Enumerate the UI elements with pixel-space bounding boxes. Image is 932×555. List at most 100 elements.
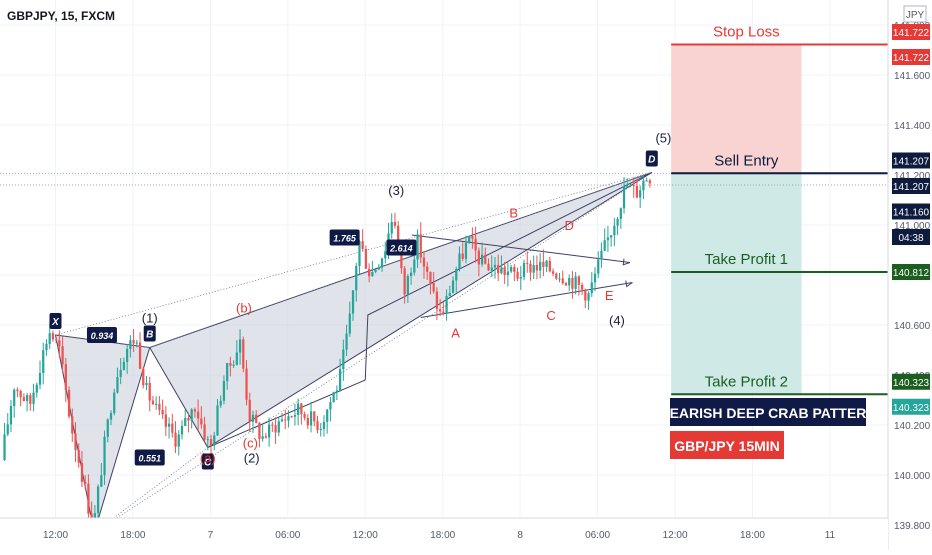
candle-body — [361, 241, 364, 249]
price-badge-text: 141.207 — [893, 182, 930, 193]
candle-body — [126, 348, 129, 362]
candle-body — [55, 339, 58, 341]
wave-label: A — [451, 326, 460, 341]
wave-label: (2) — [244, 451, 260, 466]
candle-body — [177, 434, 180, 447]
price-badge — [892, 24, 930, 40]
candle-body — [306, 418, 309, 426]
price-badge-text: 141.207 — [893, 157, 930, 168]
candle-body — [474, 238, 477, 251]
ratio-label: 2.614 — [389, 244, 413, 254]
candle-body — [590, 282, 593, 294]
candle-body — [329, 402, 332, 410]
candle-body — [148, 382, 151, 401]
candle-body — [267, 424, 271, 438]
candle-body — [280, 419, 284, 422]
candle-body — [577, 276, 581, 285]
candle-body — [235, 352, 238, 365]
wave-label: B — [509, 206, 518, 221]
candle-body — [326, 409, 329, 422]
currency-box — [903, 5, 927, 23]
candle-body — [519, 277, 522, 279]
candle-body — [603, 240, 606, 251]
candle-body — [290, 416, 293, 418]
candle-body — [493, 265, 497, 268]
candle-body — [100, 475, 103, 487]
candle-body — [613, 225, 616, 236]
candle-body — [490, 267, 493, 271]
candle-body — [587, 293, 590, 301]
candle-body — [438, 309, 442, 312]
candle-body — [42, 350, 45, 374]
stop-loss-label: Stop Loss — [713, 24, 780, 41]
candle-body — [122, 361, 126, 370]
candle-body — [255, 414, 258, 423]
ratio-label: 1.765 — [333, 234, 357, 244]
candle-body — [61, 346, 64, 365]
candle-body — [555, 273, 558, 279]
candle-body — [158, 403, 161, 411]
harmonic-pattern — [54, 172, 653, 533]
candle-body — [461, 253, 464, 259]
price-badge — [892, 229, 930, 245]
channel-lower-line — [207, 379, 366, 448]
candle-body — [458, 253, 461, 270]
price-badge-text: 04:38 — [898, 233, 923, 244]
candle-body — [16, 389, 19, 391]
reward-zone — [671, 173, 802, 395]
candle-body — [513, 267, 516, 272]
candle-body — [77, 450, 80, 463]
candle-body — [248, 399, 251, 422]
candle-body — [351, 290, 355, 314]
wave-label: (b) — [236, 301, 252, 316]
candle-body — [506, 271, 510, 276]
candle-body — [142, 368, 145, 386]
time-tick-label: 8 — [517, 530, 523, 541]
candle-body — [245, 368, 248, 400]
time-tick-label: 7 — [208, 530, 214, 541]
time-tick-label: 06:00 — [275, 530, 300, 541]
candle-body — [397, 225, 400, 247]
candle-body — [542, 261, 545, 267]
wave-label: (3) — [388, 183, 404, 198]
candle-body — [187, 417, 190, 421]
candle-body — [190, 409, 193, 421]
candle-body — [348, 313, 351, 334]
candle-body — [616, 218, 619, 226]
candle-body — [390, 221, 393, 234]
price-badge-text: 141.722 — [893, 28, 930, 39]
candle-body — [409, 272, 413, 276]
candle-body — [174, 432, 177, 447]
candle-body — [393, 221, 397, 226]
banner-pair-bg — [670, 431, 784, 459]
candle-body — [497, 265, 500, 274]
candle-body — [503, 267, 506, 276]
candle-body — [593, 273, 597, 283]
take-profit-2-label: Take Profit 2 — [705, 373, 788, 390]
candle-body — [13, 389, 16, 407]
candle-body — [300, 403, 303, 415]
candle-body — [271, 424, 274, 426]
candle-body — [632, 185, 635, 187]
price-tick-label: 140.000 — [894, 471, 931, 482]
pattern-ratio-line — [55, 334, 150, 348]
candle-body — [96, 486, 100, 514]
price-tick-label: 140.600 — [894, 321, 931, 332]
candle-body — [64, 364, 67, 391]
candle-body — [151, 400, 155, 405]
candle-body — [113, 392, 116, 414]
candle-body — [355, 265, 358, 291]
candle-body — [429, 271, 432, 284]
candle-body — [274, 425, 277, 433]
candle-body — [545, 260, 548, 267]
candle-body — [213, 435, 216, 446]
channel-step-line — [364, 172, 653, 381]
price-tick-label: 139.800 — [894, 521, 931, 532]
time-tick-label: 06:00 — [585, 530, 610, 541]
candle-body — [297, 403, 300, 415]
candle-body — [287, 416, 290, 421]
candle-body — [568, 277, 571, 286]
wave-label: (4) — [609, 313, 625, 328]
candle-body — [309, 411, 313, 426]
